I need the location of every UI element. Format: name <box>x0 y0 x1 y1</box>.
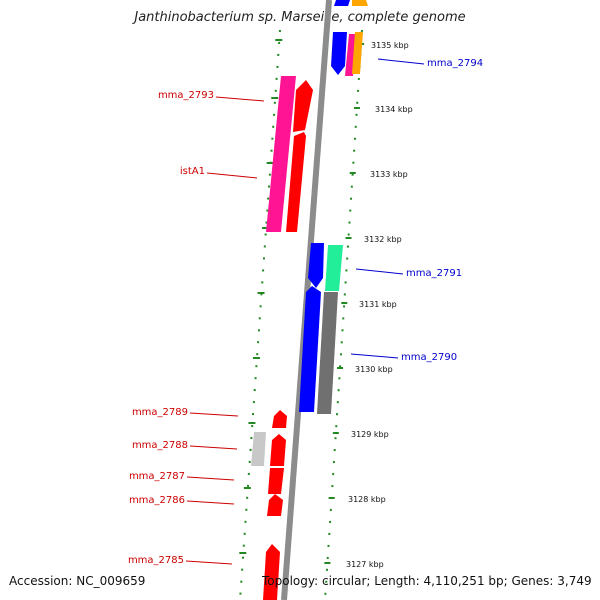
gene-red-2788 <box>270 434 286 466</box>
gene-orange-top <box>352 0 368 6</box>
gene-label-mma-2787: mma_2787 <box>129 471 185 482</box>
scale-label: 3130 kbp <box>355 365 393 374</box>
gene-red-2789 <box>272 410 287 428</box>
gene-label-mma-2791: mma_2791 <box>406 268 462 279</box>
gene-pink-2793 <box>266 76 296 232</box>
gene-gray-2790 <box>317 292 338 414</box>
gene-label-mma-2788: mma_2788 <box>132 440 188 451</box>
scale-label: 3129 kbp <box>351 430 389 439</box>
gene-label-mma-2789: mma_2789 <box>132 407 188 418</box>
scale-label: 3135 kbp <box>371 41 409 50</box>
gene-red-2793 <box>293 80 313 132</box>
scale-label: 3128 kbp <box>348 495 386 504</box>
gene-label-mma-2794: mma_2794 <box>427 58 483 69</box>
gene-blue-2795 <box>331 32 347 75</box>
gene-red-ista1 <box>286 132 306 232</box>
gene-label-mma-2786: mma_2786 <box>129 495 185 506</box>
scale-label: 3132 kbp <box>364 235 402 244</box>
gene-label-mma-2785: mma_2785 <box>128 555 184 566</box>
gene-label-mma-2790: mma_2790 <box>401 352 457 363</box>
map-title: Janthinobacterium sp. Marseille, complet… <box>134 10 466 25</box>
gene-lightgray-2788 <box>251 432 266 466</box>
gene-blue-2790 <box>299 286 321 412</box>
gene-red-2785 <box>263 544 280 600</box>
gene-blue-top <box>334 0 350 6</box>
gene-labels: mma_2793 istA1 mma_2789 mma_2788 mma_278… <box>128 58 483 566</box>
scale-label: 3127 kbp <box>346 560 384 569</box>
gene-label-ista1: istA1 <box>180 166 205 177</box>
scale-label: 3134 kbp <box>375 105 413 114</box>
gene-green-2791 <box>325 245 343 291</box>
leader-lines <box>185 58 425 565</box>
scale-ticks <box>239 39 365 564</box>
scale-label: 3131 kbp <box>359 300 397 309</box>
gene-label-mma-2793: mma_2793 <box>158 90 214 101</box>
scale-label: 3133 kbp <box>370 170 408 179</box>
genes <box>251 0 368 600</box>
gene-blue-2791 <box>308 243 324 288</box>
topology-label: Topology: circular; Length: 4,110,251 bp… <box>262 574 592 588</box>
scale-labels: 3135 kbp 3134 kbp 3133 kbp 3132 kbp 3131… <box>346 41 413 569</box>
gene-red-2787 <box>268 468 284 494</box>
gene-orange-2794 <box>352 32 363 74</box>
accession-label: Accession: NC_009659 <box>9 574 146 588</box>
gene-red-2786 <box>267 494 283 516</box>
